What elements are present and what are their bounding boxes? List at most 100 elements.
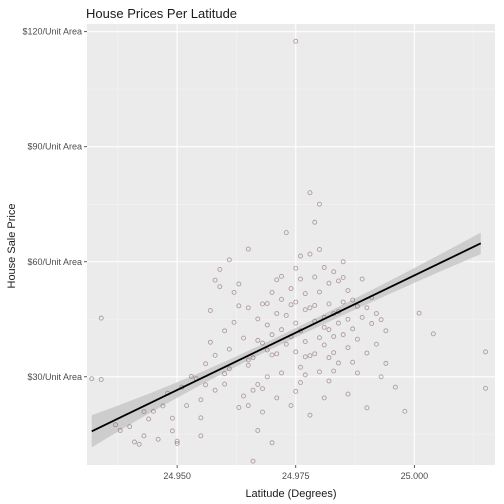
data-point bbox=[326, 301, 332, 307]
data-point bbox=[354, 336, 360, 342]
data-point bbox=[378, 317, 384, 323]
x-axis-title: Latitude (Degrees) bbox=[245, 488, 336, 500]
data-point bbox=[174, 441, 180, 446]
data-point bbox=[345, 316, 351, 322]
data-point bbox=[350, 297, 356, 303]
data-point bbox=[212, 387, 218, 393]
data-point bbox=[345, 345, 351, 351]
data-point bbox=[383, 360, 389, 366]
data-point bbox=[245, 305, 251, 311]
data-point bbox=[274, 277, 280, 283]
data-point bbox=[236, 303, 242, 309]
data-point bbox=[236, 405, 242, 410]
data-point bbox=[226, 346, 232, 352]
data-point bbox=[260, 301, 265, 307]
data-point bbox=[321, 395, 327, 401]
data-point bbox=[141, 433, 147, 439]
data-point bbox=[174, 438, 180, 444]
data-point bbox=[364, 405, 370, 411]
data-point bbox=[141, 409, 147, 415]
data-point bbox=[321, 265, 327, 270]
data-point bbox=[307, 251, 313, 257]
minor-gridlines bbox=[87, 24, 495, 465]
data-point bbox=[217, 284, 223, 290]
data-point bbox=[255, 337, 261, 343]
x-tick-label: 24.975 bbox=[282, 471, 310, 481]
data-point bbox=[250, 458, 256, 464]
data-point bbox=[113, 422, 118, 428]
data-point bbox=[274, 395, 280, 401]
data-point bbox=[169, 428, 175, 434]
data-point bbox=[255, 428, 261, 433]
data-point bbox=[369, 321, 375, 326]
data-point bbox=[245, 246, 251, 252]
data-point bbox=[293, 38, 299, 44]
data-point bbox=[98, 377, 104, 382]
data-point bbox=[236, 281, 242, 287]
data-point bbox=[430, 331, 436, 337]
data-point bbox=[264, 301, 270, 307]
data-point bbox=[317, 201, 322, 207]
data-point bbox=[283, 230, 289, 236]
data-point bbox=[255, 382, 261, 387]
data-point bbox=[203, 382, 209, 388]
data-point bbox=[359, 276, 365, 282]
data-point bbox=[359, 314, 365, 320]
data-point bbox=[416, 310, 422, 316]
data-point bbox=[307, 190, 313, 196]
y-tick-label: $90/Unit Area bbox=[27, 142, 82, 152]
x-tick-label: 25.000 bbox=[401, 471, 429, 481]
data-point bbox=[354, 370, 360, 376]
data-point bbox=[222, 328, 228, 334]
data-point bbox=[89, 376, 95, 382]
chart-title: House Prices Per Latitude bbox=[86, 6, 237, 21]
data-point bbox=[331, 368, 337, 374]
data-point bbox=[317, 335, 322, 341]
data-point bbox=[373, 341, 379, 347]
data-point bbox=[260, 340, 265, 346]
data-point bbox=[302, 354, 308, 360]
data-point bbox=[226, 366, 232, 372]
data-point bbox=[317, 247, 322, 252]
data-point bbox=[241, 393, 247, 399]
major-gridlines bbox=[87, 24, 495, 465]
data-point bbox=[298, 364, 303, 370]
data-point bbox=[184, 403, 190, 409]
data-point bbox=[279, 327, 284, 333]
data-point bbox=[326, 327, 332, 333]
data-point bbox=[279, 273, 284, 279]
data-point bbox=[131, 439, 137, 445]
data-point bbox=[293, 299, 299, 305]
data-point bbox=[127, 424, 133, 430]
data-point bbox=[283, 312, 289, 318]
data-point bbox=[264, 374, 270, 380]
data-point bbox=[260, 386, 265, 392]
data-point bbox=[198, 397, 204, 403]
data-point bbox=[335, 278, 341, 284]
y-tick-label: $30/Unit Area bbox=[27, 372, 82, 382]
data-point bbox=[117, 428, 123, 433]
data-point bbox=[350, 359, 356, 365]
data-point bbox=[302, 339, 308, 344]
data-point bbox=[288, 403, 294, 409]
confidence-band bbox=[91, 232, 481, 448]
data-point bbox=[317, 289, 322, 295]
data-point bbox=[260, 409, 265, 415]
data-point bbox=[212, 277, 218, 283]
data-point bbox=[269, 440, 275, 446]
data-point bbox=[317, 369, 322, 375]
data-point bbox=[335, 360, 341, 366]
data-point bbox=[98, 315, 104, 321]
data-point bbox=[302, 291, 308, 297]
data-point bbox=[255, 316, 261, 322]
data-point bbox=[326, 355, 332, 361]
data-point bbox=[483, 385, 488, 391]
data-point bbox=[354, 303, 360, 309]
y-tick-label: $120/Unit Area bbox=[22, 27, 82, 37]
data-point bbox=[302, 307, 308, 313]
data-point bbox=[321, 342, 327, 348]
y-axis-ticks: $30/Unit Area $60/Unit Area $90/Unit Area $… bbox=[22, 27, 87, 382]
data-point bbox=[207, 339, 213, 345]
data-point bbox=[226, 257, 232, 263]
data-point bbox=[241, 335, 247, 341]
